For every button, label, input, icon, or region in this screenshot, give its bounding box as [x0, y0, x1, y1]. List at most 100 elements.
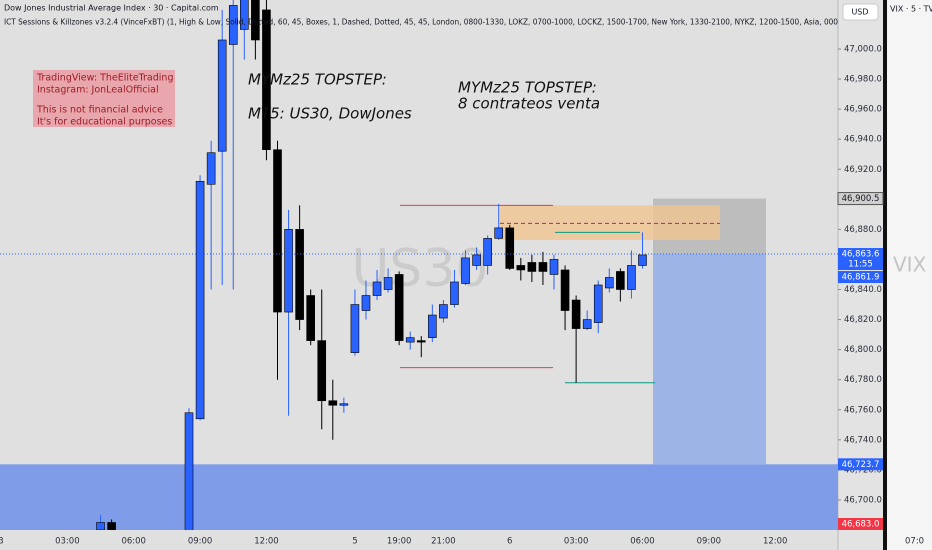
- candle-body: [217, 39, 227, 152]
- candle-body: [483, 238, 492, 266]
- candle-body: [638, 254, 647, 266]
- candle-body: [593, 284, 603, 323]
- candle-body: [295, 229, 304, 320]
- candle-body: [394, 274, 404, 341]
- candle-body: [284, 229, 293, 313]
- price-tag: [838, 458, 883, 471]
- x-tick-label: 09:00: [697, 537, 722, 547]
- candle-body: [251, 0, 260, 41]
- candle-body: [604, 277, 614, 289]
- note-line: TradingView: TheEliteTrading: [36, 73, 173, 84]
- y-tick-label: 46,760.0: [844, 405, 882, 415]
- y-tick-label: 46,780.0: [844, 375, 882, 385]
- note-line: It's for educational purposes: [37, 117, 172, 128]
- y-tick-label: 46,940.0: [844, 135, 882, 145]
- price-tag-label: 46,861.9: [842, 273, 880, 283]
- candle-body: [428, 314, 437, 338]
- y-tick-label: 46,740.0: [844, 435, 882, 445]
- candle-body: [328, 400, 338, 406]
- candle-body: [405, 337, 415, 343]
- y-tick-label: 46,720.0: [844, 465, 882, 475]
- y-tick-label: 46,700.0: [844, 495, 882, 505]
- candle-body: [184, 412, 194, 530]
- price-tag: [838, 271, 883, 284]
- y-tick-label: 46,820.0: [844, 315, 882, 325]
- candle-body: [439, 304, 448, 319]
- candle-body: [273, 149, 282, 313]
- candle-body: [549, 259, 559, 275]
- candle-body: [616, 271, 625, 290]
- demand-zone: [0, 464, 838, 530]
- price-tag: [838, 248, 883, 271]
- currency-label: USD: [851, 8, 868, 17]
- x-tick-label: 12:00: [254, 537, 279, 547]
- price-tag-label: 46,900.5: [842, 194, 880, 204]
- panel-divider: [883, 0, 887, 550]
- y-tick-label: 46,920.0: [844, 165, 882, 175]
- candle-body: [461, 257, 470, 284]
- currency-button[interactable]: [842, 3, 879, 21]
- candle-body: [505, 227, 515, 269]
- x-tick-label: 09:00: [188, 537, 213, 547]
- indicator-legend: ICT Sessions & Killzones v3.2.4 (VinceFx…: [4, 18, 838, 27]
- candle-body: [538, 262, 548, 272]
- x-tick-label: 03:00: [55, 537, 80, 547]
- annotation: MYMz25 TOPSTEP:: [248, 71, 387, 89]
- candle-body: [361, 295, 371, 311]
- candle-body: [306, 295, 315, 341]
- note-line: This is not financial advice: [36, 105, 163, 116]
- candle-body: [383, 277, 393, 290]
- annotation: MT5: US30, DowJones: [248, 105, 412, 123]
- side-panel: [887, 0, 932, 550]
- y-tick-label: 47,000.0: [844, 45, 882, 55]
- price-tag-countdown: 11:55: [848, 260, 873, 270]
- x-tick-label: 5: [352, 537, 357, 547]
- symbol-title: Dow Jones Industrial Average Index · 30 …: [4, 4, 219, 13]
- x-tick-label: 3: [0, 537, 4, 547]
- y-tick-label: 46,840.0: [844, 285, 882, 295]
- y-tick-label: 46,960.0: [844, 105, 882, 115]
- session-box: [500, 205, 720, 240]
- candle-body: [560, 269, 570, 311]
- x-tick-label: 12:00: [763, 537, 788, 547]
- price-tag-label: 46,863.6: [842, 250, 880, 260]
- candle-body: [372, 281, 382, 296]
- candle-body: [206, 152, 216, 185]
- candle-body: [96, 522, 105, 530]
- note-box: [33, 70, 175, 127]
- candle-body: [350, 304, 360, 353]
- candle-body: [228, 5, 238, 45]
- candle-body: [516, 265, 526, 271]
- candle-body: [450, 281, 459, 305]
- y-tick-label: 46,880.0: [844, 225, 882, 235]
- candle-body: [107, 522, 116, 530]
- candle-body: [494, 227, 504, 239]
- annotation: MYMz25 TOPSTEP:: [458, 79, 597, 97]
- side-panel-title: VIX · 5 · TV: [890, 5, 932, 14]
- candle-body: [262, 9, 271, 151]
- position-target: [653, 254, 766, 465]
- candle-body: [195, 180, 205, 420]
- candle-body: [317, 340, 327, 402]
- candle-body: [582, 319, 592, 329]
- side-watermark: VIX: [893, 253, 927, 277]
- candle-body: [472, 254, 481, 266]
- overlay: Dow Jones Industrial Average Index · 30 …: [0, 3, 932, 547]
- candle-body: [527, 262, 537, 272]
- y-tick-label: 46,800.0: [844, 345, 882, 355]
- candle-body: [339, 403, 349, 406]
- annotation: 8 contrateos venta: [458, 95, 600, 113]
- candle-body: [240, 0, 249, 30]
- side-time-label: 07:0: [905, 537, 924, 547]
- x-tick-label: 06:00: [630, 537, 655, 547]
- x-tick-label: 6: [507, 537, 512, 547]
- x-tick-label: 03:00: [564, 537, 589, 547]
- x-tick-label: 21:00: [431, 537, 456, 547]
- x-tick-label: 06:00: [121, 537, 146, 547]
- candle-body: [416, 340, 426, 343]
- candle-body: [627, 265, 636, 290]
- plot-area: US30: [0, 0, 838, 530]
- note-line: Instagram: JonLealOfficial: [37, 85, 159, 96]
- x-tick-label: 19:00: [387, 537, 412, 547]
